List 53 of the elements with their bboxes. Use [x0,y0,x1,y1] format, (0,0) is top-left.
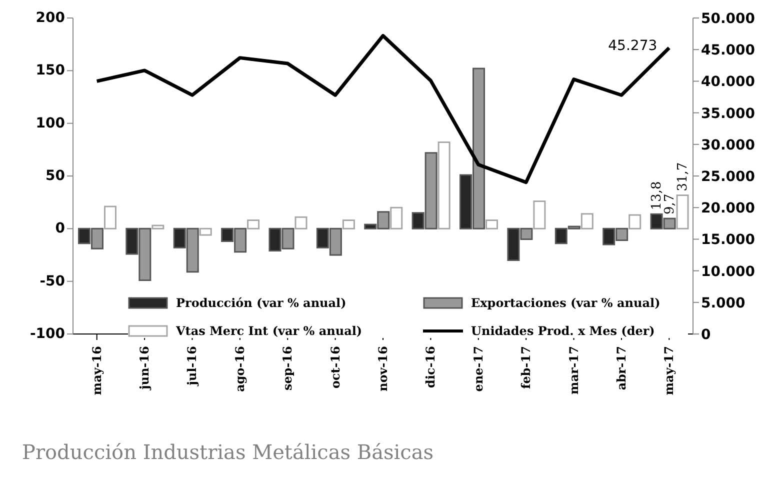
data-label: 31,7 [676,162,691,192]
x-tick-label: ago-16 [232,346,247,392]
y-tick-label: 200 [36,10,66,26]
x-tick-label: oct-16 [328,346,342,389]
bar [628,214,642,230]
y2-tick-label: 5.000 [701,295,746,312]
bar [294,216,308,230]
y2-tick-label: 0 [701,326,711,343]
bar [676,194,689,230]
bar [342,219,355,230]
bar [152,224,164,230]
y-tick-label: -100 [30,326,66,342]
x-tick-label: may-17 [662,346,676,396]
x-tick-label: jul-16 [185,346,200,386]
x-tick-label: nov-16 [376,346,390,392]
y2-tick-label: 10.000 [701,264,756,280]
y2-tick-label: 20.000 [701,200,756,217]
y2-tick-label: 40.000 [701,74,756,90]
x-tick-label: ene-17 [471,346,486,392]
y2-tick-label: 50.000 [701,10,756,27]
x-tick-label: feb-17 [519,346,534,389]
legend-label: Exportaciones (var % anual) [471,296,660,310]
legend-label: Unidades Prod. x Mes (der) [471,324,655,338]
text: Producción Industrias Metálicas Básicas [22,440,435,464]
x-tick-label: abr-17 [614,346,628,390]
data-label: 13,8 [650,181,665,210]
data-label: 9,7 [662,194,678,214]
x-tick-label: sep-16 [280,346,295,390]
x-tick-label: may-16 [90,346,104,396]
y2-tick-label: 30.000 [701,137,756,154]
y2-tick-label: 45.000 [701,42,756,59]
x-tick-label: mar-17 [566,346,581,394]
bar [390,206,403,230]
y-tick-label: 100 [36,115,66,132]
y-tick-label: 50 [46,168,66,184]
legend-label: Producción (var % anual) [176,296,346,310]
y-tick-label: 0 [55,220,66,237]
bar [199,228,212,236]
bar [438,142,450,230]
y-tick-label: -50 [40,273,66,290]
y2-tick-label: 25.000 [701,168,756,185]
y2-tick-label: 15.000 [701,232,756,248]
bar [533,200,546,230]
legend-label: Vtas Merc Int (var % anual) [176,324,362,338]
y-tick-label: 150 [36,62,66,79]
x-tick-label: jun-16 [138,346,152,390]
y2-tick-label: 35.000 [701,106,756,122]
bar [104,206,116,230]
x-tick-label: dic-16 [424,346,438,388]
bar [580,213,594,230]
bar [247,219,260,230]
bar [486,219,498,230]
data-label: 45.273 [608,38,658,54]
